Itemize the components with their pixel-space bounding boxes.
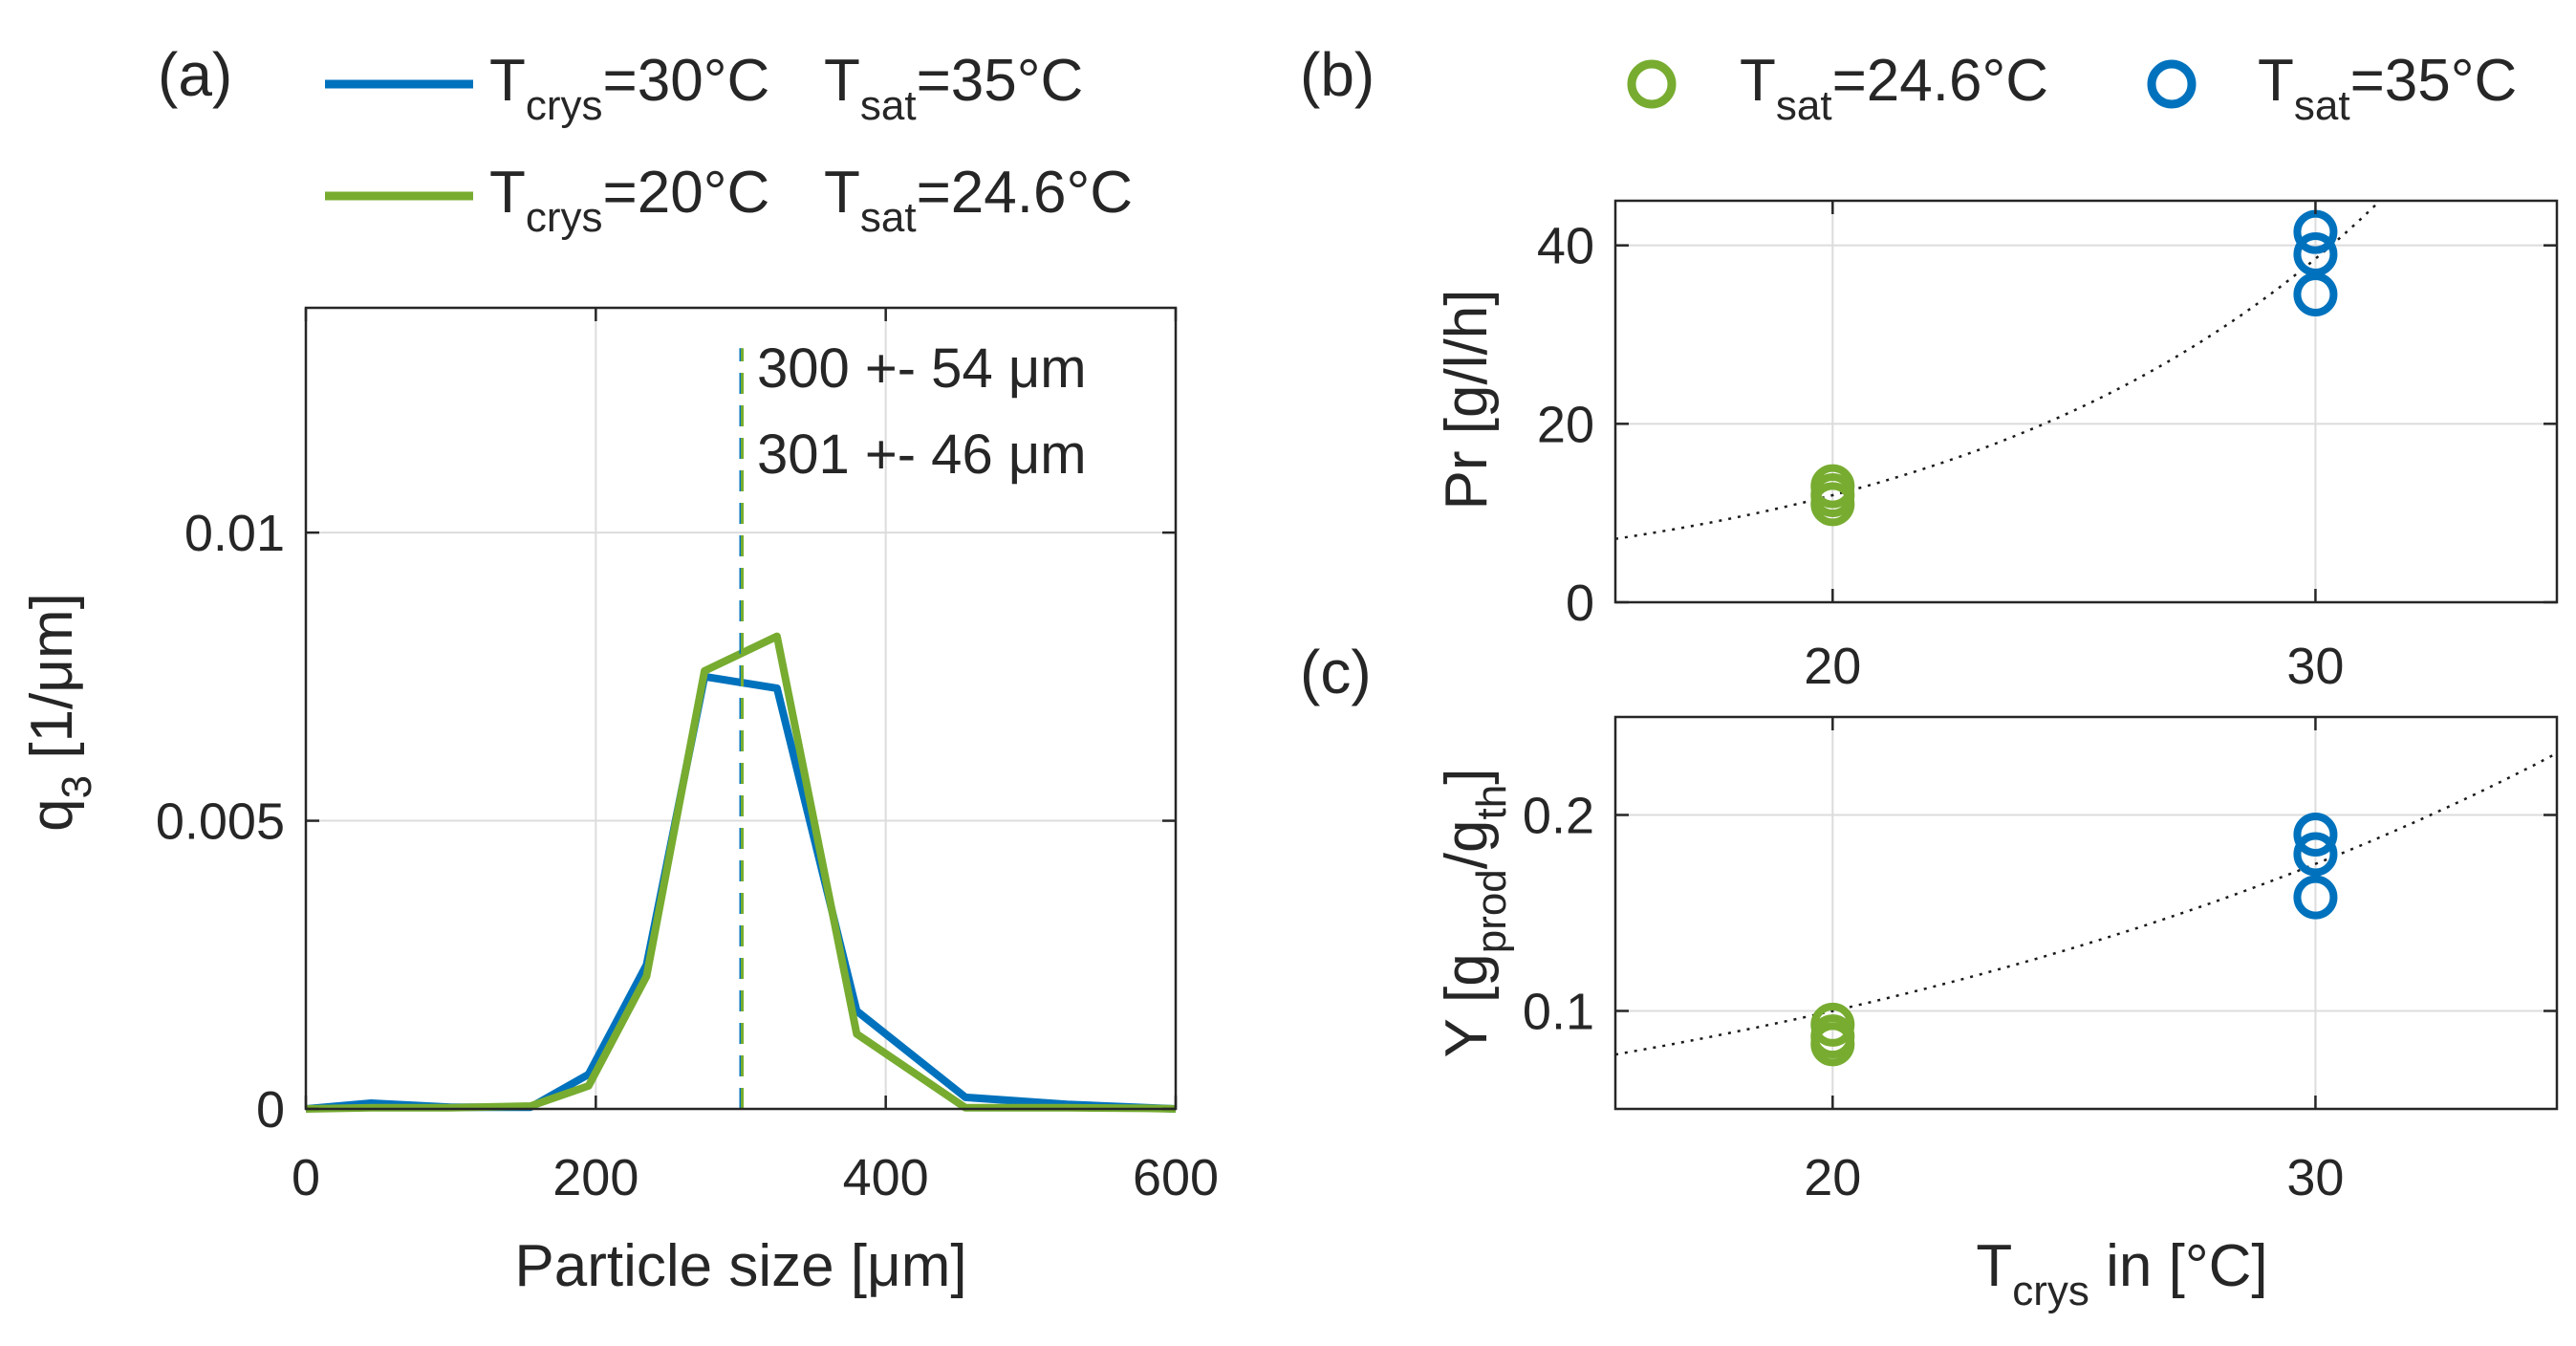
legend-a-tcrys-val-1: =30°C <box>603 48 770 114</box>
panel-c-ylabel-sub1: prod <box>1468 869 1515 953</box>
legend-b-tsat-val-1: =24.6°C <box>1832 48 2048 114</box>
ytick-label-a-1: 0.005 <box>156 793 285 851</box>
legend-b: Tsat=24.6°C Tsat=35°C <box>1627 48 2517 129</box>
xtick-label-a-1: 200 <box>552 1149 639 1206</box>
ytick-label-b-0: 0 <box>1566 575 1594 632</box>
panel-c-xlabel-main: T <box>1976 1233 2012 1299</box>
panel-b-fit <box>1614 200 2381 540</box>
ytick-label-a-0: 0 <box>256 1081 285 1139</box>
panel-a: (a) Tcrys=30°C Tsat=35°C Tcrys=20°C Tsat… <box>19 40 1219 1299</box>
panel-a-ticks: 0 200 400 600 0 0.005 0.01 <box>156 308 1219 1206</box>
legend-a-entry-green: Tcrys=20°C <box>489 160 769 241</box>
panel-b-ylabel: Pr [g/l/h] <box>1434 290 1500 510</box>
panel-c-fit <box>1614 751 2558 1056</box>
point-c-1-1 <box>2293 832 2338 877</box>
panel-a-xlabel: Particle size [μm] <box>514 1233 966 1299</box>
panel-c-ticks: 20 30 0.1 0.2 <box>1523 717 2557 1206</box>
panel-b-axes-box <box>1613 199 2559 604</box>
xtick-label-b-1: 30 <box>2286 638 2344 695</box>
fit-line-b <box>1614 200 2381 540</box>
point-b-0-2 <box>1810 482 1855 527</box>
panel-a-label: (a) <box>158 40 232 109</box>
panel-b-grid <box>1615 201 2557 603</box>
xtick-label-b-0: 20 <box>1804 638 1861 695</box>
point-c-1-2 <box>2293 875 2338 920</box>
legend-a-tcrys-sub-1: crys <box>526 82 603 129</box>
panel-a-ylabel: q3 [1/μm] <box>19 593 100 832</box>
panel-c-ylabel-end: ] <box>1434 769 1500 785</box>
ytick-label-b-2: 40 <box>1537 218 1594 275</box>
panel-c-ylabel-main: Y [g <box>1434 953 1500 1057</box>
panel-c-xlabel-rest: in [°C] <box>2089 1233 2268 1299</box>
legend-a-tcrys-1: T <box>489 48 526 114</box>
panel-c-xlabel-sub: crys <box>2012 1268 2089 1314</box>
panel-a-vlines <box>739 348 745 1109</box>
panel-b-series <box>1810 209 2338 527</box>
point-c-1-0 <box>2293 813 2338 857</box>
legend-b-tsat-val-2: =35°C <box>2350 48 2518 114</box>
panel-a-ylabel-rest: [1/μm] <box>19 593 85 775</box>
panel-a-ylabel-sub: 3 <box>54 775 100 798</box>
legend-b-tsat-main-1: T <box>1740 48 1776 114</box>
panel-c-series <box>1810 813 2338 1067</box>
xtick-label-a-2: 400 <box>843 1149 929 1206</box>
xtick-label-c-1: 30 <box>2286 1149 2344 1206</box>
point-c-0-2 <box>1810 1022 1855 1067</box>
xtick-label-c-0: 20 <box>1804 1149 1861 1206</box>
xtick-label-a-0: 0 <box>292 1149 320 1206</box>
ytick-label-c-0: 0.1 <box>1523 984 1594 1041</box>
panel-c-grid <box>1615 717 2557 1109</box>
legend-b-entry-green: Tsat=24.6°C <box>1740 48 2048 129</box>
ytick-label-c-1: 0.2 <box>1523 788 1594 845</box>
panel-c-label: (c) <box>1300 638 1372 706</box>
xtick-label-a-3: 600 <box>1133 1149 1219 1206</box>
point-b-1-2 <box>2293 272 2338 316</box>
legend-a: Tcrys=30°C Tsat=35°C Tcrys=20°C Tsat=24.… <box>325 48 1133 241</box>
fit-line-c <box>1614 751 2558 1056</box>
legend-a-entry-green-sat: Tsat=24.6°C <box>824 160 1133 241</box>
legend-a-tsat-2: T <box>824 160 860 226</box>
ytick-label-a-2: 0.01 <box>184 505 285 562</box>
annotation-blue: 300 +- 54 μm <box>757 337 1087 400</box>
panel-c-ylabel-sub2: th <box>1468 785 1515 820</box>
panel-b-label: (b) <box>1300 40 1375 109</box>
legend-a-tsat-sub-1: sat <box>860 82 917 129</box>
panel-b-ticks: 20 30 0 20 40 <box>1537 201 2557 695</box>
legend-b-entry-blue: Tsat=35°C <box>2258 48 2517 129</box>
legend-a-tsat-val-2: =24.6°C <box>917 160 1133 226</box>
panel-c-ylabel: Y [gprod/gth] <box>1434 769 1515 1058</box>
panel-c-ylabel-mid: /g <box>1434 819 1500 869</box>
legend-a-entry-blue: Tcrys=30°C <box>489 48 769 129</box>
legend-b-tsat-main-2: T <box>2258 48 2294 114</box>
panel-c-axes-box <box>1613 715 2559 1111</box>
annotation-green: 301 +- 46 μm <box>757 423 1087 486</box>
legend-a-tcrys-val-2: =20°C <box>603 160 770 226</box>
legend-b-marker-green <box>1627 59 1677 109</box>
ytick-label-b-1: 20 <box>1537 396 1594 453</box>
legend-b-marker-blue <box>2147 59 2197 109</box>
legend-b-tsat-sub-1: sat <box>1776 82 1832 129</box>
legend-a-tsat-sub-2: sat <box>860 194 917 241</box>
legend-a-tsat-1: T <box>824 48 860 114</box>
legend-a-entry-blue-sat: Tsat=35°C <box>824 48 1083 129</box>
panel-c-xlabel: Tcrys in [°C] <box>1976 1233 2267 1314</box>
legend-a-tcrys-2: T <box>489 160 526 226</box>
panel-c: (c) 20 30 0.1 0.2 Tcrys in [°C] Y [gprod/gt… <box>1300 638 2559 1314</box>
legend-b-tsat-sub-2: sat <box>2294 82 2350 129</box>
panel-a-axes-box <box>304 306 1178 1111</box>
legend-a-tsat-val-1: =35°C <box>917 48 1084 114</box>
panel-a-ylabel-main: q <box>19 798 85 831</box>
legend-a-tcrys-sub-2: crys <box>526 194 603 241</box>
